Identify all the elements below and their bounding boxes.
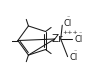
Text: Cl: Cl bbox=[63, 19, 71, 28]
Text: ⁻: ⁻ bbox=[78, 32, 82, 37]
Text: Cl: Cl bbox=[74, 34, 83, 44]
Text: ⁻: ⁻ bbox=[74, 50, 77, 55]
Text: ⁻: ⁻ bbox=[67, 17, 70, 22]
Text: Zr: Zr bbox=[52, 34, 63, 44]
Text: +++: +++ bbox=[62, 30, 78, 35]
Text: Cl: Cl bbox=[70, 53, 78, 62]
